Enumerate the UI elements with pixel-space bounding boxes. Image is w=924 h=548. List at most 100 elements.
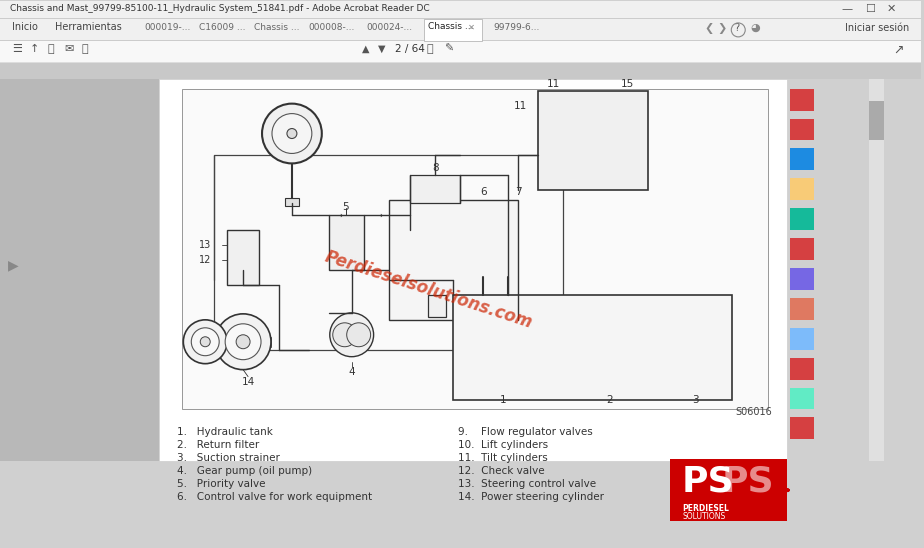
Bar (598, 111, 612, 121)
Bar (333, 220, 359, 240)
Bar (648, 313, 667, 328)
Bar (578, 340, 598, 355)
Bar (429, 295, 446, 317)
Text: 5.   Priority valve: 5. Priority valve (177, 480, 266, 489)
Bar (618, 99, 636, 180)
Text: ❯: ❯ (717, 23, 726, 34)
Bar (613, 313, 633, 328)
Bar (333, 245, 359, 263)
Bar (0, 18, 920, 19)
Text: 13: 13 (200, 240, 212, 250)
Bar (472, 265, 486, 285)
Text: Chassis and Mast_99799-85100-11_Hydraulic System_51841.pdf - Adobe Acrobat Reade: Chassis and Mast_99799-85100-11_Hydrauli… (10, 4, 430, 13)
Bar (538, 90, 648, 190)
Text: 12: 12 (200, 255, 212, 265)
Bar (472, 235, 486, 255)
Circle shape (215, 314, 271, 370)
Bar (578, 313, 598, 328)
Circle shape (262, 104, 322, 163)
Text: ⌕: ⌕ (81, 44, 89, 54)
Bar (230, 257, 256, 275)
Bar (495, 310, 515, 335)
Text: ↗: ↗ (894, 44, 905, 57)
Bar (0, 41, 920, 63)
Text: 11.  Tilt cylinders: 11. Tilt cylinders (458, 453, 548, 463)
Text: ▲: ▲ (361, 44, 370, 54)
Text: PS: PS (722, 464, 774, 498)
Bar (598, 140, 612, 151)
Text: →: → (375, 211, 383, 220)
Text: Iniciar sesión: Iniciar sesión (845, 23, 909, 33)
Text: ❮: ❮ (704, 23, 713, 34)
Text: 000019-...: 000019-... (144, 23, 191, 32)
Text: 12.  Check valve: 12. Check valve (458, 466, 545, 476)
Text: ✎: ✎ (444, 44, 454, 54)
Text: 2 / 64: 2 / 64 (395, 44, 424, 54)
Bar (575, 307, 601, 385)
Bar (0, 63, 920, 79)
Bar (416, 235, 430, 255)
Bar (790, 268, 814, 290)
Text: 2.   Return filter: 2. Return filter (177, 441, 260, 450)
Text: 000008-...: 000008-... (309, 23, 355, 32)
Bar (492, 208, 505, 312)
Bar (0, 62, 920, 63)
Bar (396, 208, 410, 312)
Bar (454, 265, 468, 285)
Circle shape (330, 313, 373, 357)
Bar (790, 358, 814, 380)
Bar (790, 387, 814, 409)
Bar (645, 307, 671, 385)
Bar (790, 208, 814, 230)
Bar (570, 111, 584, 121)
Text: ⎕: ⎕ (426, 44, 433, 54)
Bar (463, 310, 492, 335)
Circle shape (183, 320, 227, 364)
Bar (0, 19, 920, 41)
Text: Chassis ...: Chassis ... (429, 22, 474, 31)
Circle shape (225, 324, 261, 359)
Bar (434, 265, 448, 285)
Bar (670, 459, 787, 521)
Bar (546, 99, 564, 180)
Bar (396, 265, 410, 285)
Text: Perdieselsolutions.com: Perdieselsolutions.com (322, 248, 535, 332)
Text: ▼: ▼ (378, 44, 385, 54)
Circle shape (346, 323, 371, 347)
Bar (683, 340, 702, 355)
Bar (790, 238, 814, 260)
Text: ?: ? (735, 23, 739, 33)
Text: Inicio: Inicio (12, 22, 38, 32)
Text: ⎙: ⎙ (48, 44, 55, 54)
Text: ◕: ◕ (750, 23, 760, 33)
Bar (790, 89, 814, 111)
Bar (285, 198, 298, 206)
Circle shape (333, 323, 357, 347)
Bar (214, 156, 563, 350)
Bar (434, 235, 448, 255)
Circle shape (272, 113, 311, 153)
Bar (683, 313, 702, 328)
Text: 3.   Suction strainer: 3. Suction strainer (177, 453, 280, 463)
Text: 9.    Flow regulator valves: 9. Flow regulator valves (458, 427, 593, 437)
Text: 2: 2 (606, 395, 613, 404)
Bar (790, 149, 814, 170)
Circle shape (287, 129, 297, 139)
Bar (610, 307, 636, 385)
Bar (620, 140, 634, 151)
Bar (787, 79, 920, 461)
Bar (790, 328, 814, 350)
Bar (0, 40, 920, 41)
Bar (790, 418, 814, 439)
Text: 1.   Hydraulic tank: 1. Hydraulic tank (177, 427, 274, 437)
Text: Chassis ...: Chassis ... (254, 23, 299, 32)
Bar (454, 295, 733, 399)
Bar (790, 118, 814, 140)
Bar (679, 307, 705, 385)
Bar (227, 230, 259, 285)
Text: 6: 6 (480, 187, 487, 197)
Text: ☰: ☰ (12, 44, 22, 54)
Text: 1: 1 (500, 395, 506, 404)
Bar (458, 303, 558, 392)
Text: 7: 7 (515, 187, 521, 197)
